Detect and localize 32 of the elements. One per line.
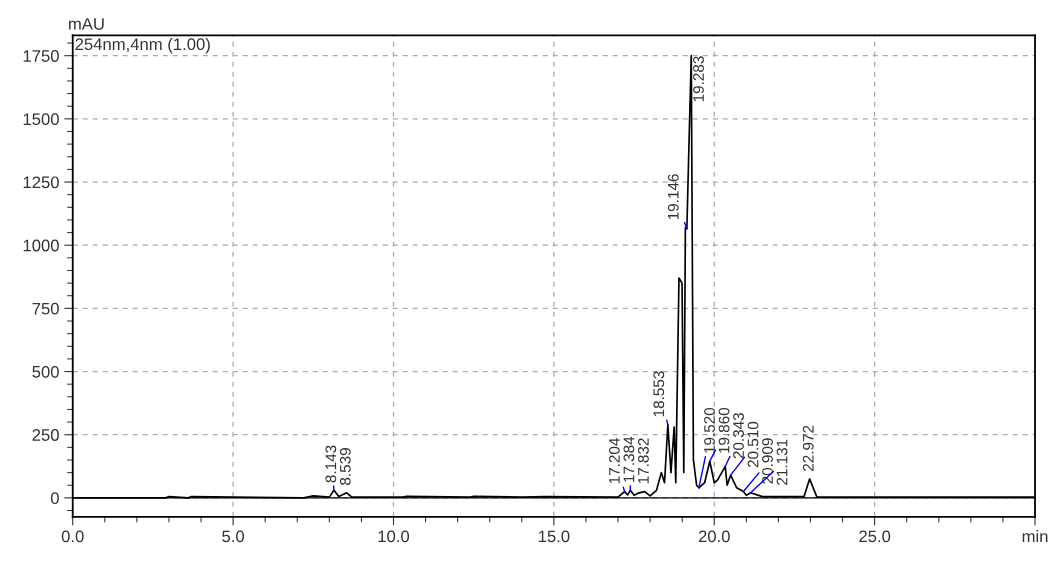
x-tick-label: 5.0 — [222, 530, 245, 543]
annotation: 8.143 — [325, 445, 337, 483]
y-tick-label: 500 — [32, 365, 59, 378]
annotation: 21.131 — [776, 439, 788, 485]
annotation: 19.283 — [693, 56, 704, 102]
x-tick-label: 0.0 — [61, 530, 84, 543]
y-tick-label: 0 — [50, 492, 59, 505]
x-tick-label: min — [1022, 530, 1048, 543]
annotation: 19.860 — [718, 407, 730, 453]
annotation: 20.343 — [733, 413, 744, 459]
annotation: 254nm,4nm (1.00) — [75, 37, 210, 54]
y-tick-label: 1250 — [23, 176, 59, 189]
y-tick-label: 250 — [32, 429, 59, 441]
annotation: 19.146 — [667, 174, 679, 220]
annotation: 18.553 — [653, 371, 665, 417]
y-tick-label: 1000 — [23, 239, 59, 252]
annotation: 17.384 — [623, 436, 635, 482]
y-tick-label: 1750 — [23, 50, 59, 62]
y-tick-label: 1500 — [23, 113, 59, 126]
annotation: 17.204 — [609, 438, 620, 484]
annotation: 22.972 — [802, 425, 814, 471]
annotation: 19.520 — [704, 407, 715, 453]
annotation: 20.510 — [747, 421, 759, 468]
annotation: 17.832 — [638, 438, 649, 484]
y-tick-label: 750 — [32, 302, 59, 315]
x-tick-label: 25.0 — [859, 530, 891, 543]
y-axis-title: mAU — [69, 18, 104, 30]
x-tick-label: 20.0 — [698, 530, 730, 543]
x-tick-label: 15.0 — [538, 530, 570, 543]
annotation: 20.909 — [762, 438, 773, 484]
x-tick-label: 10.0 — [378, 530, 410, 543]
annotation: 8.539 — [339, 448, 351, 485]
